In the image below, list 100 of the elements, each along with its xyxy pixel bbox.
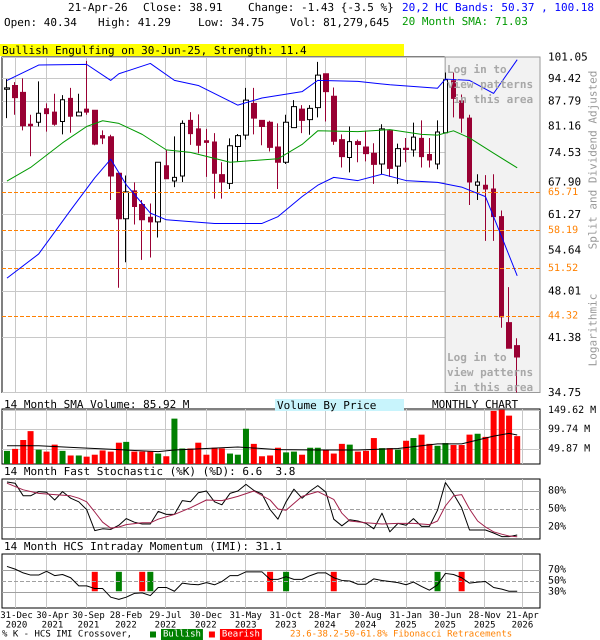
y-tick-label: 74.53 <box>548 146 582 160</box>
candlestick <box>235 133 241 162</box>
candlestick <box>291 100 297 128</box>
candlestick <box>28 114 33 157</box>
candlestick <box>499 210 504 328</box>
y-tick-label: 41.38 <box>548 331 582 344</box>
candlestick <box>188 112 193 146</box>
y-tick-label: 70% <box>548 564 566 576</box>
candlestick <box>148 203 153 258</box>
candlestick <box>419 120 424 168</box>
x-tick-label: 31-Dec 2020 <box>0 610 33 630</box>
y-tick-label: 94.42 <box>548 72 582 85</box>
legend-label: Bearish <box>222 630 260 640</box>
text: Low: 34.75 <box>198 16 264 29</box>
text: 21-Apr-26 <box>68 1 128 14</box>
text: 20 Month SMA: 71.03 <box>402 15 528 28</box>
y-tick-label: 67.90 <box>548 175 582 188</box>
x-tick-label: 31-May 2023 <box>229 610 263 630</box>
y-tick-label: 81.16 <box>548 119 582 132</box>
candlestick <box>323 73 329 122</box>
candlestick <box>339 134 345 168</box>
candlestick <box>219 162 225 200</box>
y-tick-label: 149.62 M <box>548 404 596 416</box>
line-series <box>6 120 518 182</box>
ref-line-label: 44.32 <box>548 310 578 322</box>
chart-title: 14 Month Fast Stochastic (%K) (%D): 6.6 3.8 <box>4 465 296 478</box>
candlestick <box>267 120 273 152</box>
chart-title: 14 Month HCS Intraday Momentum (IMI): 31.1 <box>4 540 282 553</box>
text: Bullish Engulfing on 30-Jun-25, Strength: 11.4 <box>2 44 308 57</box>
candlestick <box>443 72 448 134</box>
candlestick <box>387 129 393 178</box>
candlestick <box>123 175 129 263</box>
candlestick <box>139 200 145 260</box>
text: Logarithmic <box>586 294 600 366</box>
annotation: MONTHLY CHART <box>432 398 518 411</box>
candlestick <box>180 120 185 182</box>
candlestick <box>196 114 201 154</box>
candlestick <box>204 128 209 178</box>
candlestick <box>395 143 401 184</box>
candlestick <box>12 82 18 116</box>
candlestick <box>100 130 105 145</box>
x-tick-label: 28-Mar 2024 <box>308 610 342 630</box>
candlestick <box>84 60 89 116</box>
text: High: 41.29 <box>98 16 171 29</box>
y-tick-label: 87.79 <box>548 94 582 108</box>
x-tick-label: 28-Nov 2025 <box>468 610 501 630</box>
y-tick-label: 101.05 <box>548 50 588 64</box>
x-tick-label: 29-Jul 2022 <box>149 610 182 630</box>
ref-line-label: 65.71 <box>548 186 578 198</box>
candlestick <box>363 130 369 162</box>
y-tick-label: 50% <box>548 504 566 514</box>
candlestick <box>44 102 49 132</box>
candlestick <box>4 78 10 119</box>
y-tick-label: 99.74 M <box>548 424 590 436</box>
candlestick <box>76 93 82 117</box>
x-tick-label: 30-Apr 2021 <box>36 610 70 630</box>
candlestick <box>275 122 281 190</box>
candlestick <box>467 114 472 206</box>
y-tick-label: 54.64 <box>548 244 582 257</box>
candlestick <box>60 94 65 135</box>
text: 20,2 HC Bands: 50.37 , 100.18 <box>402 1 594 14</box>
line-series <box>6 566 518 600</box>
candlestick <box>411 122 416 158</box>
candlestick <box>427 137 432 168</box>
annotation: Volume By Price <box>277 399 376 412</box>
candlestick <box>355 139 361 163</box>
candlestick <box>36 80 41 128</box>
candlestick <box>116 172 122 288</box>
candlestick <box>108 134 114 201</box>
x-tick-label: 28-Feb 2022 <box>110 610 142 630</box>
candlestick <box>20 78 26 131</box>
chart-title: 14 Month SMA Volume: 85.92 M <box>4 398 190 411</box>
candlestick <box>283 114 289 164</box>
text: Vol: 81,279,645 <box>290 16 390 29</box>
y-axis-title: Split and Dividend Adjusted <box>586 70 600 250</box>
line-series <box>6 432 518 452</box>
candlestick <box>347 126 352 173</box>
y-tick-label: 48.01 <box>548 284 582 298</box>
candlestick <box>371 142 377 184</box>
y-tick-label: 20% <box>548 522 566 532</box>
x-tick-label: 30-Sep 2021 <box>72 610 105 630</box>
candlestick <box>259 120 265 146</box>
candlestick <box>68 87 73 134</box>
text: Open: 40.34 <box>4 16 78 29</box>
y-tick-label: 30% <box>548 586 566 598</box>
candlestick <box>299 104 305 134</box>
legend-label: Bullish <box>163 630 201 640</box>
candlestick <box>251 87 257 135</box>
ref-line-label: 51.52 <box>548 263 578 274</box>
candlestick <box>172 136 177 188</box>
x-tick-label: 31-Oct 2023 <box>270 610 302 630</box>
candlestick <box>227 138 233 190</box>
x-tick-label: 30-Aug 2024 <box>349 610 382 630</box>
candlestick <box>315 61 321 118</box>
candlestick <box>483 174 488 242</box>
y-tick-label: 49.87 M <box>548 443 590 454</box>
candlestick <box>435 120 440 170</box>
x-tick-label: 31-Jan 2025 <box>390 610 422 630</box>
y-tick-label: 61.27 <box>548 208 582 221</box>
y-tick-label: 50% <box>548 576 566 586</box>
